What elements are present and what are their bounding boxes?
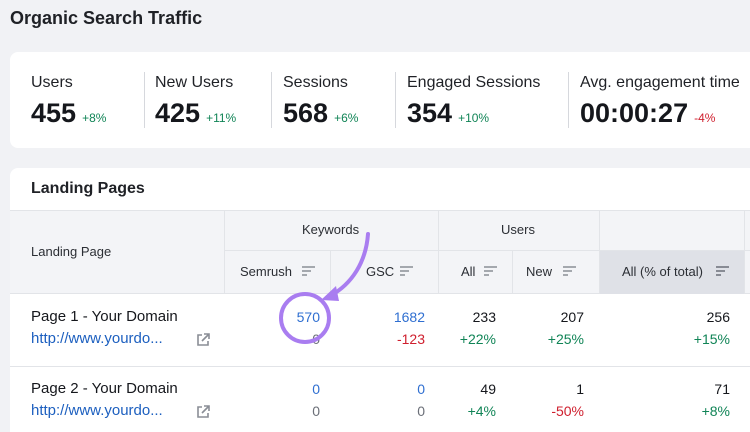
column-header-semrush[interactable]: Semrush bbox=[240, 264, 293, 279]
metric-label: Avg. engagement time bbox=[580, 74, 740, 91]
table-title: Landing Pages bbox=[31, 180, 145, 197]
metric-sessions: Sessions 568 +6% bbox=[283, 72, 358, 132]
semrush-keywords-value[interactable]: 0 bbox=[312, 381, 320, 397]
metric-engaged-sessions: Engaged Sessions 354 +10% bbox=[407, 72, 540, 132]
users-all-change: +4% bbox=[467, 403, 496, 419]
all-pct-value: 71 bbox=[714, 381, 730, 397]
metric-delta: +11% bbox=[206, 111, 237, 125]
metric-delta: +6% bbox=[334, 111, 359, 125]
all-pct-change: +8% bbox=[701, 403, 730, 419]
metric-delta: +10% bbox=[458, 111, 490, 125]
page-title: Organic Search Traffic bbox=[10, 8, 203, 28]
landing-page-name: Page 2 - Your Domain bbox=[31, 380, 178, 397]
metric-delta: +8% bbox=[82, 111, 107, 125]
metric-label: Users bbox=[31, 74, 73, 91]
divider bbox=[330, 250, 331, 294]
gsc-keywords-change: -123 bbox=[396, 331, 425, 347]
metric-value: 425 bbox=[155, 98, 201, 128]
sort-icon[interactable] bbox=[716, 266, 729, 276]
column-header-users-new[interactable]: New bbox=[526, 264, 553, 279]
semrush-keywords-change: 0 bbox=[312, 403, 320, 419]
semrush-keywords-value[interactable]: 570 bbox=[296, 309, 320, 325]
sort-icon[interactable] bbox=[563, 266, 576, 276]
column-header-users-all[interactable]: All bbox=[461, 264, 476, 279]
users-all-change: +22% bbox=[459, 331, 496, 347]
divider bbox=[438, 210, 439, 294]
metric-value: 455 bbox=[31, 98, 77, 128]
divider bbox=[224, 250, 750, 251]
gsc-keywords-value[interactable]: 1682 bbox=[393, 309, 425, 325]
metric-divider bbox=[271, 72, 272, 128]
sort-icon[interactable] bbox=[484, 266, 497, 276]
column-group-users: Users bbox=[501, 222, 535, 237]
metric-divider bbox=[144, 72, 145, 128]
metric-delta: -4% bbox=[694, 111, 716, 125]
row-divider bbox=[10, 366, 750, 367]
landing-page-url[interactable]: http://www.yourdo... bbox=[31, 330, 163, 347]
metrics-card: Users 455 +8% New Users 425 +11% Session… bbox=[10, 52, 750, 148]
column-group-keywords: Keywords bbox=[302, 222, 360, 237]
users-new-change: +25% bbox=[547, 331, 584, 347]
divider bbox=[744, 210, 745, 294]
all-pct-change: +15% bbox=[693, 331, 730, 347]
metric-label: New Users bbox=[155, 74, 234, 91]
column-header-all-pct[interactable]: All (% of total) bbox=[622, 264, 703, 279]
all-pct-value: 256 bbox=[706, 309, 730, 325]
metric-value: 568 bbox=[283, 98, 329, 128]
external-link-icon[interactable] bbox=[195, 332, 211, 348]
selected-column-header-bg bbox=[600, 250, 744, 294]
sort-icon[interactable] bbox=[302, 266, 315, 276]
semrush-keywords-change: 0 bbox=[312, 331, 320, 347]
users-all-value: 233 bbox=[472, 309, 496, 325]
column-header-landing-page[interactable]: Landing Page bbox=[31, 244, 112, 259]
divider bbox=[512, 250, 513, 294]
metric-divider bbox=[568, 72, 569, 128]
landing-page-name: Page 1 - Your Domain bbox=[31, 308, 178, 325]
users-all-value: 49 bbox=[480, 381, 496, 397]
users-new-change: -50% bbox=[551, 403, 584, 419]
divider bbox=[599, 210, 600, 294]
metric-value: 354 bbox=[407, 98, 453, 128]
users-new-value: 207 bbox=[560, 309, 584, 325]
gsc-keywords-value[interactable]: 0 bbox=[417, 381, 425, 397]
metric-divider bbox=[395, 72, 396, 128]
sort-icon[interactable] bbox=[400, 266, 413, 276]
metric-avg-engagement-time: Avg. engagement time 00:00:27 -4% bbox=[580, 72, 740, 132]
metric-label: Sessions bbox=[283, 74, 348, 91]
metric-users: Users 455 +8% bbox=[31, 72, 106, 132]
metric-new-users: New Users 425 +11% bbox=[155, 72, 236, 132]
metric-label: Engaged Sessions bbox=[407, 74, 541, 91]
column-header-gsc[interactable]: GSC bbox=[366, 264, 395, 279]
metric-value: 00:00:27 bbox=[580, 98, 689, 128]
external-link-icon[interactable] bbox=[195, 404, 211, 420]
landing-page-url[interactable]: http://www.yourdo... bbox=[31, 402, 163, 419]
gsc-keywords-change: 0 bbox=[417, 403, 425, 419]
divider bbox=[224, 210, 225, 294]
landing-pages-card: Landing Pages Landing Page Keywords User… bbox=[10, 168, 750, 432]
users-new-value: 1 bbox=[576, 381, 584, 397]
